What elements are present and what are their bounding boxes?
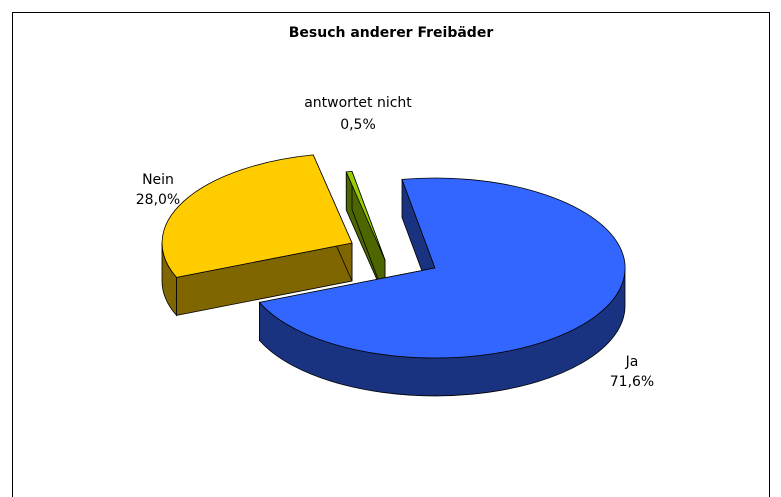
pie-slice: [161, 154, 353, 317]
slice-value-label: 71,6%: [610, 374, 654, 390]
pie-slice: [258, 177, 626, 397]
pie-slice: [345, 170, 386, 299]
slice-label: Ja: [625, 354, 639, 370]
slice-top: [345, 170, 386, 261]
slice-top: [161, 154, 353, 278]
slice-value-label: 0,5%: [340, 117, 376, 133]
slice-label: antwortet nicht: [304, 95, 412, 111]
slice-top: [258, 177, 626, 359]
slice-label: Nein: [142, 172, 174, 188]
chart-title: Besuch anderer Freibäder: [289, 25, 494, 41]
chart-frame: [12, 12, 770, 497]
slice-value-label: 28,0%: [136, 192, 180, 208]
